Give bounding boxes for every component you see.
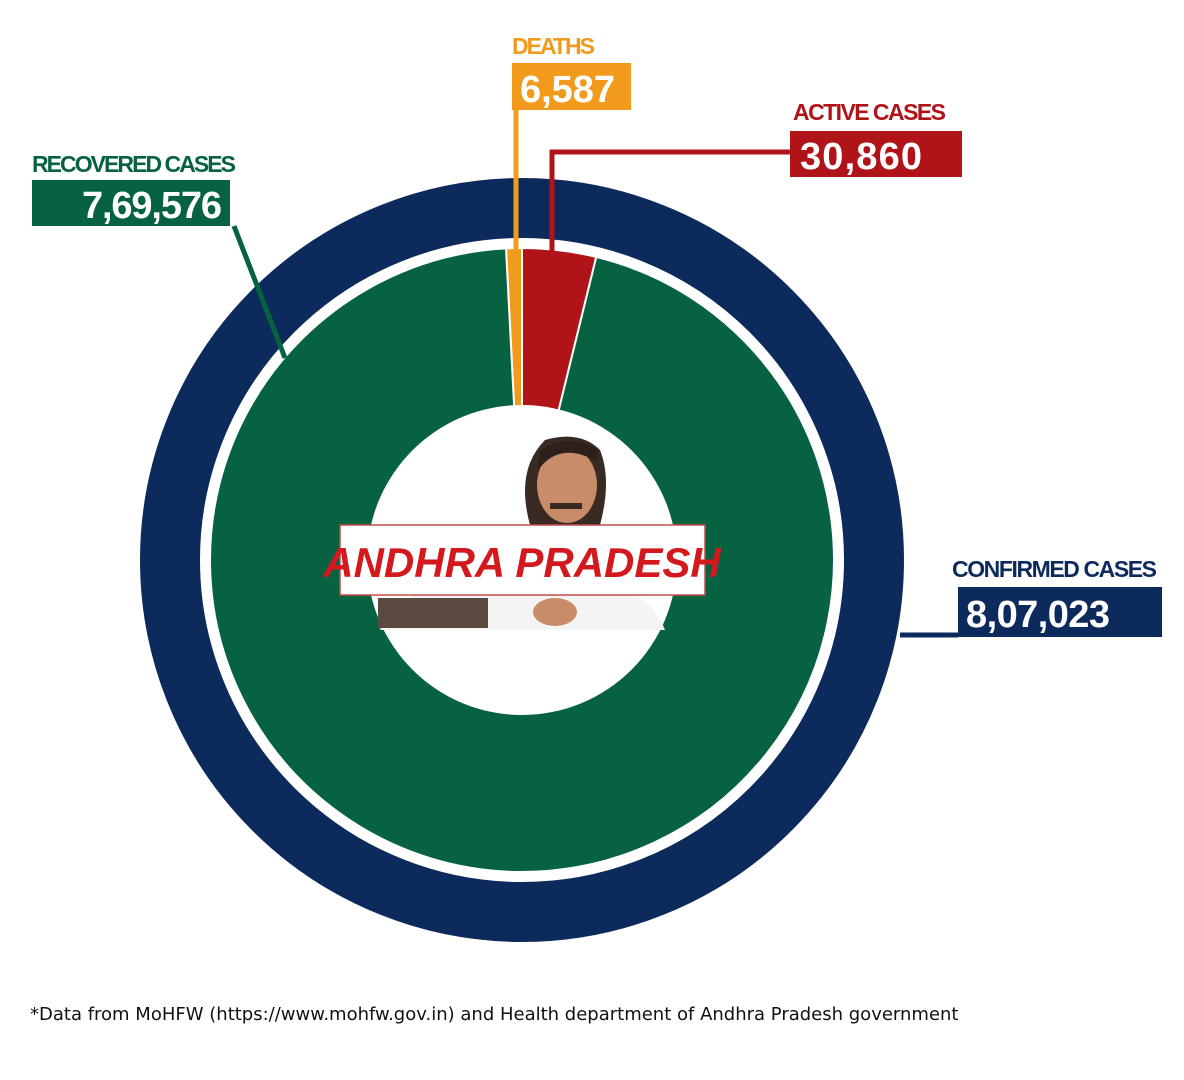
active-value: 30,860 [800, 136, 922, 178]
center-banner [339, 524, 706, 596]
footnote: *Data from MoHFW (https://www.mohfw.gov.… [30, 1004, 959, 1025]
active-leader-line [549, 149, 790, 255]
recovered-value-box [32, 180, 230, 226]
center-label: ANDHRA PRADESH [322, 539, 722, 586]
portrait-image [378, 436, 665, 630]
active-value-box [790, 131, 962, 177]
confirmed-value-box [958, 587, 1162, 637]
active-label: ACTIVE CASES [793, 99, 946, 125]
deaths-label: DEATHS [512, 33, 595, 59]
deaths-value-box [512, 63, 631, 110]
confirmed-label: CONFIRMED CASES [952, 556, 1157, 582]
deaths-value: 6,587 [520, 69, 615, 111]
recovered-label: RECOVERED CASES [32, 151, 236, 177]
confirmed-ring [140, 178, 904, 942]
confirmed-value: 8,07,023 [966, 594, 1110, 636]
recovered-leader-line [231, 225, 288, 359]
recovered-value: 7,69,576 [82, 185, 222, 227]
